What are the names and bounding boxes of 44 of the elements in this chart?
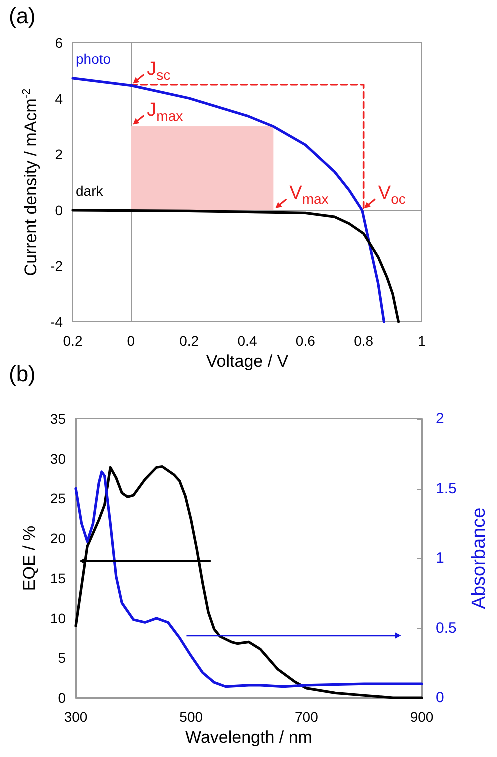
annotation: J$_{sc}$ (147, 58, 171, 82)
x-tick-label: 300 (64, 709, 88, 725)
series-label: dark (76, 183, 104, 200)
line-series (72, 209, 400, 324)
x-tick-label: 0.2 (63, 333, 83, 349)
y-tick-label: 0 (58, 690, 66, 706)
chart-title: (b) (9, 362, 36, 386)
x-tick-label: 500 (180, 709, 204, 725)
y-tick-label: 20 (50, 530, 66, 547)
x-tick-label: 900 (410, 709, 434, 725)
x-tick-label: 1 (418, 333, 426, 349)
x-tick-label: 0.2 (180, 333, 200, 349)
series-label: photo (76, 51, 112, 68)
y2-tick-label: 1.5 (436, 480, 457, 498)
y-tick-label: 10 (50, 610, 66, 626)
y-axis-title: EQE / % (20, 526, 39, 592)
x-tick-label: 0.6 (296, 333, 316, 349)
y-tick-label: 2 (55, 146, 64, 163)
y-tick-label: -4 (50, 314, 64, 330)
x-tick-label: 0.4 (238, 333, 258, 349)
y-tick-label: 5 (58, 650, 66, 666)
x-tick-label: 0 (127, 333, 136, 349)
x-tick-label: 0.8 (354, 333, 374, 349)
x-axis-title: Voltage / V (206, 352, 290, 371)
y2-tick-label: 2 (436, 410, 444, 428)
y-tick-label: 25 (50, 490, 66, 507)
y-tick-label: 15 (50, 570, 66, 586)
y2-axis-title: Absorbance (469, 508, 490, 610)
y-tick-label: 6 (55, 35, 64, 51)
y-tick-label: 30 (50, 450, 66, 467)
y-tick-label: 35 (50, 411, 66, 427)
x-tick-label: 700 (294, 709, 319, 725)
annotation: V$_{max}$ (290, 183, 329, 208)
y-tick-label: 4 (55, 90, 64, 107)
annotation: J$_{max}$ (147, 100, 184, 124)
y-tick-label: -2 (50, 258, 64, 274)
y2-tick-label: 0 (436, 690, 444, 706)
x-axis-title: Wavelength / nm (186, 728, 312, 747)
annotation: V$_{oc}$ (378, 183, 406, 208)
y-tick-label: 0 (55, 202, 64, 218)
y-axis-title: Current density / mAcm-2 (20, 88, 41, 276)
y2-tick-label: 1 (436, 550, 444, 567)
chart-title: (a) (9, 4, 36, 28)
y2-tick-label: 0.5 (436, 620, 457, 637)
